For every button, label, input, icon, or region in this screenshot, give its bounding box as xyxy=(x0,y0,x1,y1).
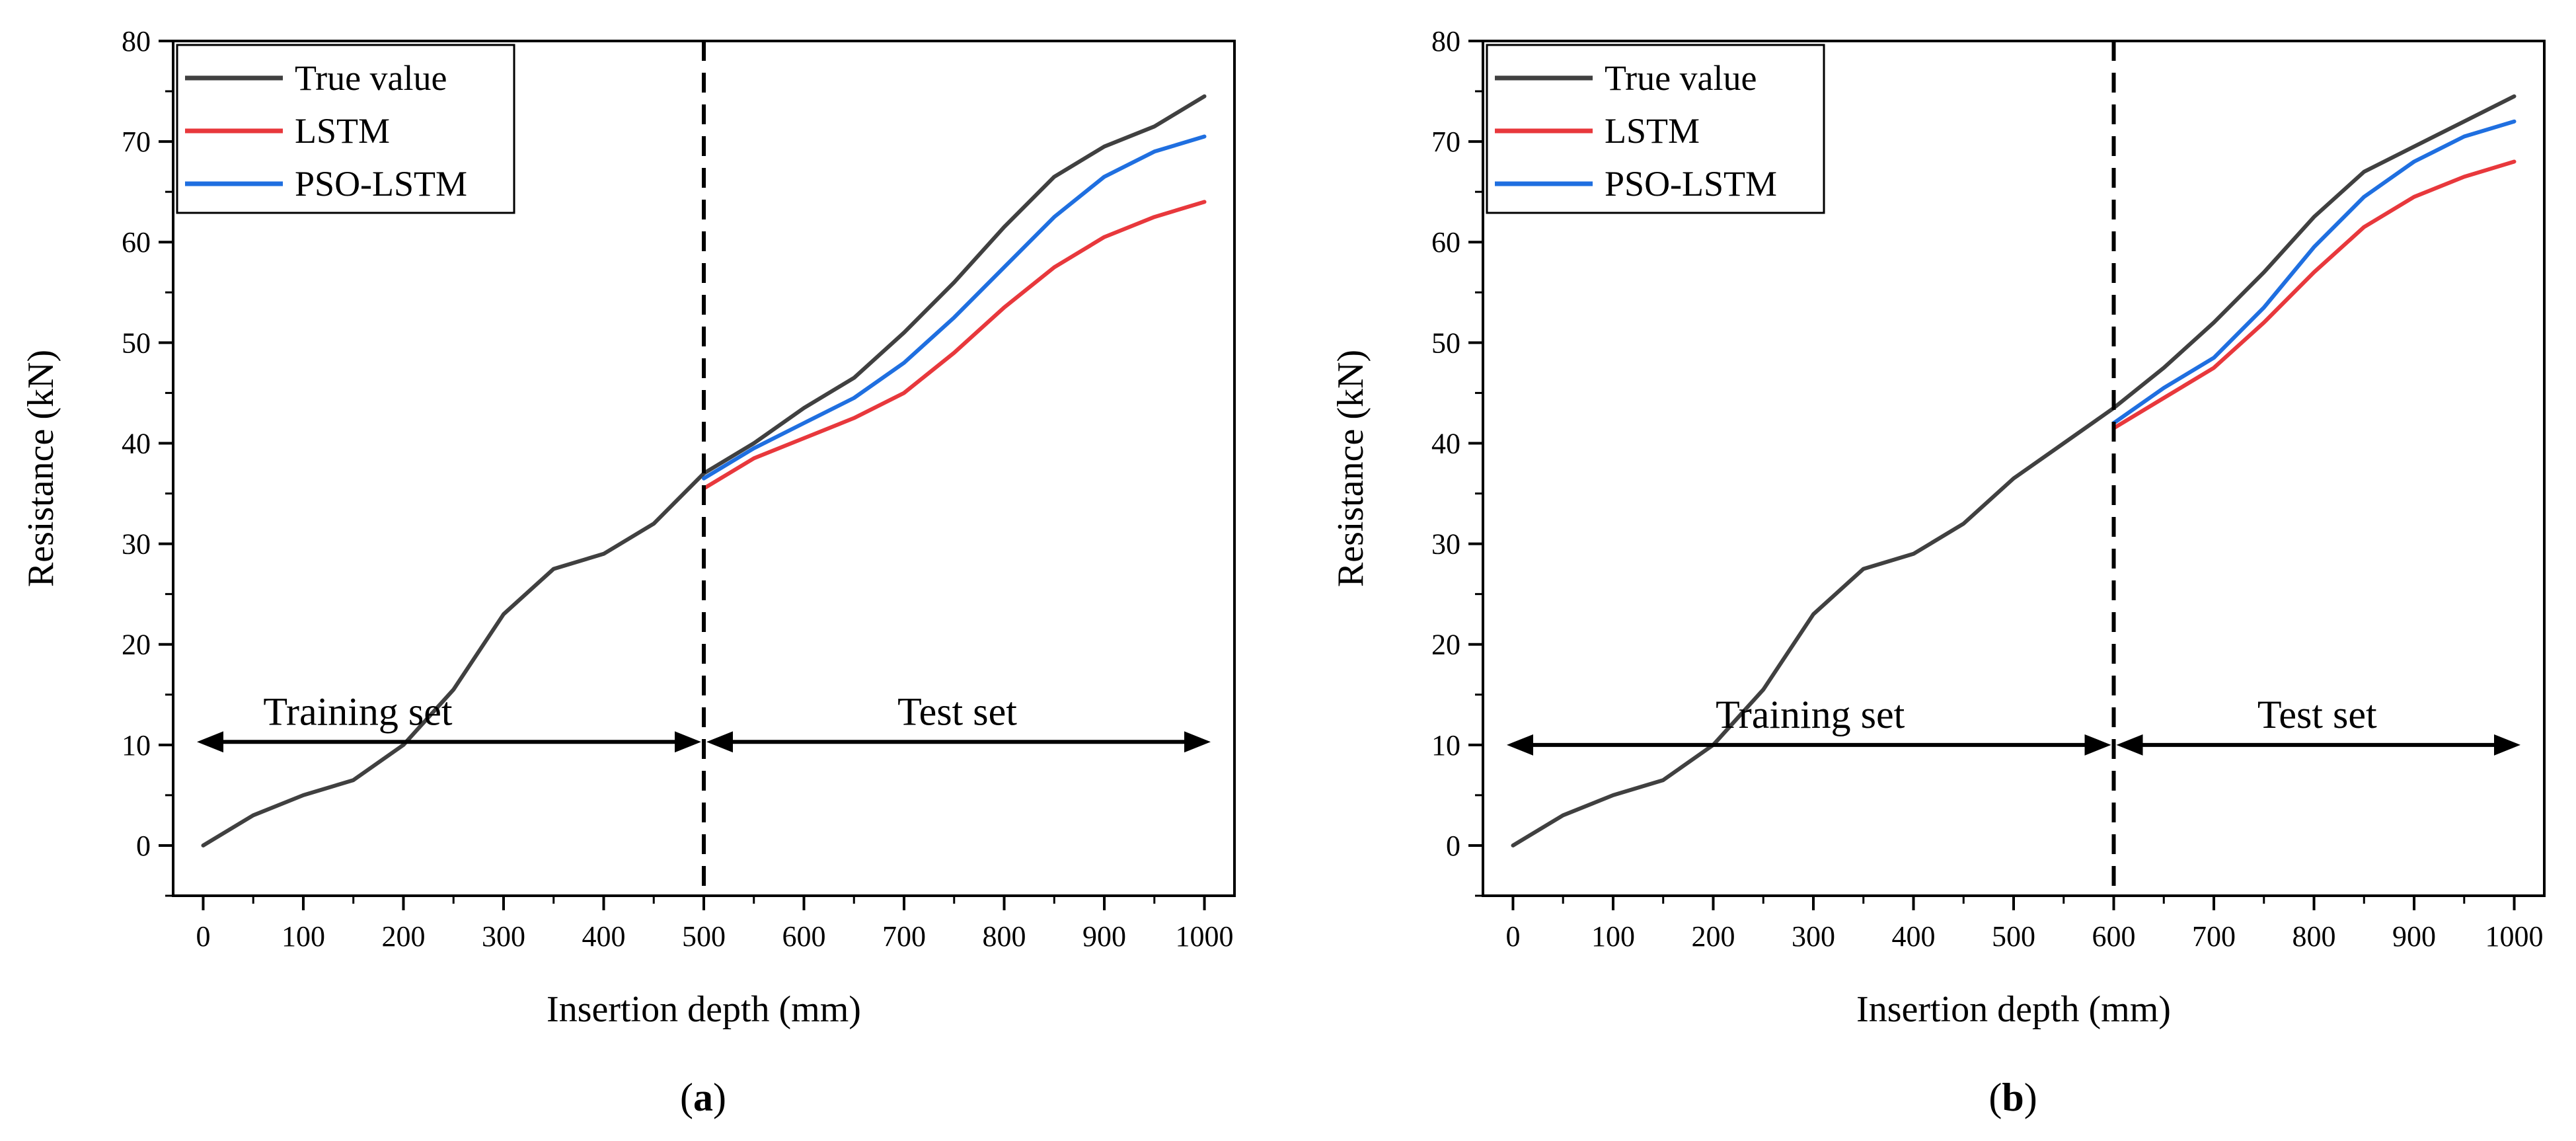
x-tick-label: 300 xyxy=(1792,920,1835,953)
x-tick-label: 200 xyxy=(381,920,425,953)
x-tick-label: 500 xyxy=(682,920,726,953)
x-tick-label: 100 xyxy=(282,920,325,953)
panel-label-close: ) xyxy=(713,1076,726,1119)
y-tick-label: 0 xyxy=(1446,830,1460,862)
legend-entry: LSTM xyxy=(295,111,390,151)
x-tick-label: 900 xyxy=(2392,920,2436,953)
x-tick-label: 900 xyxy=(1082,920,1126,953)
test-set-label: Test set xyxy=(2257,693,2377,736)
training-arrow-head-right xyxy=(2084,734,2111,756)
y-tick-label: 50 xyxy=(122,327,151,359)
legend-entry: LSTM xyxy=(1605,111,1700,151)
x-tick-label: 300 xyxy=(482,920,525,953)
x-tick-label: 200 xyxy=(1691,920,1735,953)
panel-label-close: ) xyxy=(2024,1076,2037,1119)
y-tick-label: 60 xyxy=(1431,226,1460,258)
x-tick-label: 700 xyxy=(882,920,926,953)
y-axis-title: Resistance (kN) xyxy=(1330,350,1371,587)
y-tick-label: 30 xyxy=(1431,528,1460,561)
x-axis-title: Insertion depth (mm) xyxy=(1856,989,2171,1030)
y-tick-label: 30 xyxy=(122,528,151,561)
training-set-label: Training set xyxy=(263,689,452,733)
x-tick-label: 0 xyxy=(196,920,210,953)
chart-panel-b: 0 100 200 300 400 500 600 700 800 900 1000 0 10 20 30 4… xyxy=(1330,25,2546,1119)
series-line-pso-lstm xyxy=(2111,119,2517,425)
test-arrow-head-right xyxy=(1184,731,1211,753)
y-tick-label: 50 xyxy=(1431,327,1460,359)
test-arrow-head-right xyxy=(2494,734,2520,756)
test-arrow-head-left xyxy=(706,731,733,753)
panel-label: (a) xyxy=(680,1076,726,1119)
y-tick-label: 10 xyxy=(1431,729,1460,762)
y-tick-label: 80 xyxy=(122,25,151,58)
y-tick-label: 70 xyxy=(122,126,151,158)
x-tick-label: 800 xyxy=(983,920,1026,953)
legend-entry: True value xyxy=(1605,58,1757,98)
training-arrow-head-left xyxy=(197,731,223,753)
x-axis-title: Insertion depth (mm) xyxy=(547,989,861,1030)
y-tick-label: 80 xyxy=(1431,25,1460,58)
legend-entry: PSO-LSTM xyxy=(1605,164,1777,204)
x-tick-label: 400 xyxy=(1891,920,1935,953)
series-line-true-value xyxy=(1511,94,2517,847)
y-tick-label: 10 xyxy=(122,729,151,762)
series-line-lstm xyxy=(2111,159,2517,430)
panel-label-open: ( xyxy=(1989,1076,2002,1119)
legend-entry: PSO-LSTM xyxy=(295,164,467,204)
chart-panel-a: 0 100 200 300 400 500 600 700 800 900 1000 0 10 20 30 4… xyxy=(20,25,1236,1119)
x-tick-label: 0 xyxy=(1505,920,1520,953)
panel-label-letter: a xyxy=(693,1076,713,1119)
x-tick-label: 1000 xyxy=(1176,920,1234,953)
y-tick-label: 40 xyxy=(1431,427,1460,459)
y-tick-label: 40 xyxy=(122,427,151,459)
y-axis-title: Resistance (kN) xyxy=(20,350,61,587)
training-arrow-head-right xyxy=(675,731,701,753)
y-tick-label: 0 xyxy=(136,830,151,862)
x-tick-label: 800 xyxy=(2292,920,2336,953)
y-tick-label: 20 xyxy=(122,629,151,661)
panel-label-open: ( xyxy=(680,1076,693,1119)
legend-entry: True value xyxy=(295,58,447,98)
panel-label-letter: b xyxy=(2002,1076,2024,1119)
series-line-pso-lstm xyxy=(702,134,1207,481)
series-line-true-value xyxy=(201,94,1207,847)
y-tick-label: 20 xyxy=(1431,629,1460,661)
test-arrow-head-left xyxy=(2116,734,2143,756)
y-tick-label: 70 xyxy=(1431,126,1460,158)
y-tick-label: 60 xyxy=(122,226,151,258)
x-tick-label: 700 xyxy=(2192,920,2236,953)
training-set-label: Training set xyxy=(1716,693,1905,736)
test-set-label: Test set xyxy=(897,689,1017,733)
series-line-lstm xyxy=(702,200,1207,491)
x-tick-label: 600 xyxy=(782,920,826,953)
x-tick-label: 600 xyxy=(2092,920,2136,953)
x-tick-label: 100 xyxy=(1591,920,1635,953)
x-tick-label: 500 xyxy=(1992,920,2035,953)
x-tick-label: 1000 xyxy=(2485,920,2544,953)
x-tick-label: 400 xyxy=(582,920,625,953)
panel-label: (b) xyxy=(1989,1076,2037,1119)
training-arrow-head-left xyxy=(1507,734,1533,756)
